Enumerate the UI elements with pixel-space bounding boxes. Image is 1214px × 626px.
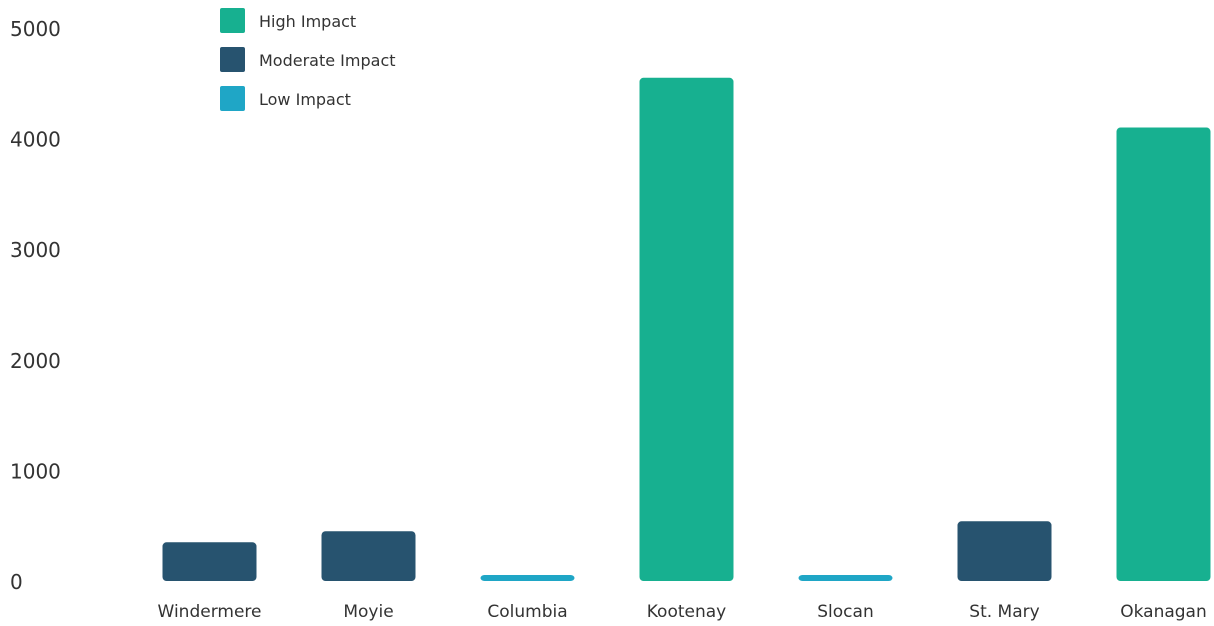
x-axis: Windermere Moyie Columbia Kootenay Slocan St.…	[158, 602, 1207, 622]
y-tick-label-5000: 5000	[10, 17, 61, 41]
legend-swatch-low-impact	[220, 86, 245, 111]
bars	[162, 77, 1211, 582]
x-tick-label-slocan: Slocan	[817, 602, 873, 622]
y-tick-label-2000: 2000	[10, 349, 61, 373]
x-tick-label-kootenay: Kootenay	[647, 602, 726, 622]
y-tick-label-1000: 1000	[10, 459, 61, 483]
bar-windermere	[162, 542, 257, 581]
x-tick-label-columbia: Columbia	[487, 602, 567, 622]
x-tick-label-st-mary: St. Mary	[969, 602, 1039, 622]
legend-label-low-impact: Low Impact	[259, 90, 351, 109]
legend-label-high-impact: High Impact	[259, 12, 356, 31]
bar-slocan	[798, 575, 893, 581]
legend-label-moderate-impact: Moderate Impact	[259, 51, 396, 70]
bar-columbia	[480, 575, 575, 581]
x-tick-label-okanagan: Okanagan	[1120, 602, 1207, 622]
bar-kootenay	[639, 77, 734, 582]
y-axis: 0 1000 2000 3000 4000 5000	[10, 17, 61, 594]
y-tick-label-3000: 3000	[10, 238, 61, 262]
legend: High Impact Moderate Impact Low Impact	[220, 8, 396, 111]
legend-swatch-high-impact	[220, 8, 245, 33]
legend-swatch-moderate-impact	[220, 47, 245, 72]
y-tick-label-4000: 4000	[10, 128, 61, 152]
y-tick-label-0: 0	[10, 570, 23, 594]
x-tick-label-moyie: Moyie	[343, 602, 393, 622]
bar-st-mary	[957, 521, 1052, 581]
bar-okanagan	[1116, 127, 1211, 581]
bar-moyie	[321, 531, 416, 581]
x-tick-label-windermere: Windermere	[158, 602, 262, 622]
